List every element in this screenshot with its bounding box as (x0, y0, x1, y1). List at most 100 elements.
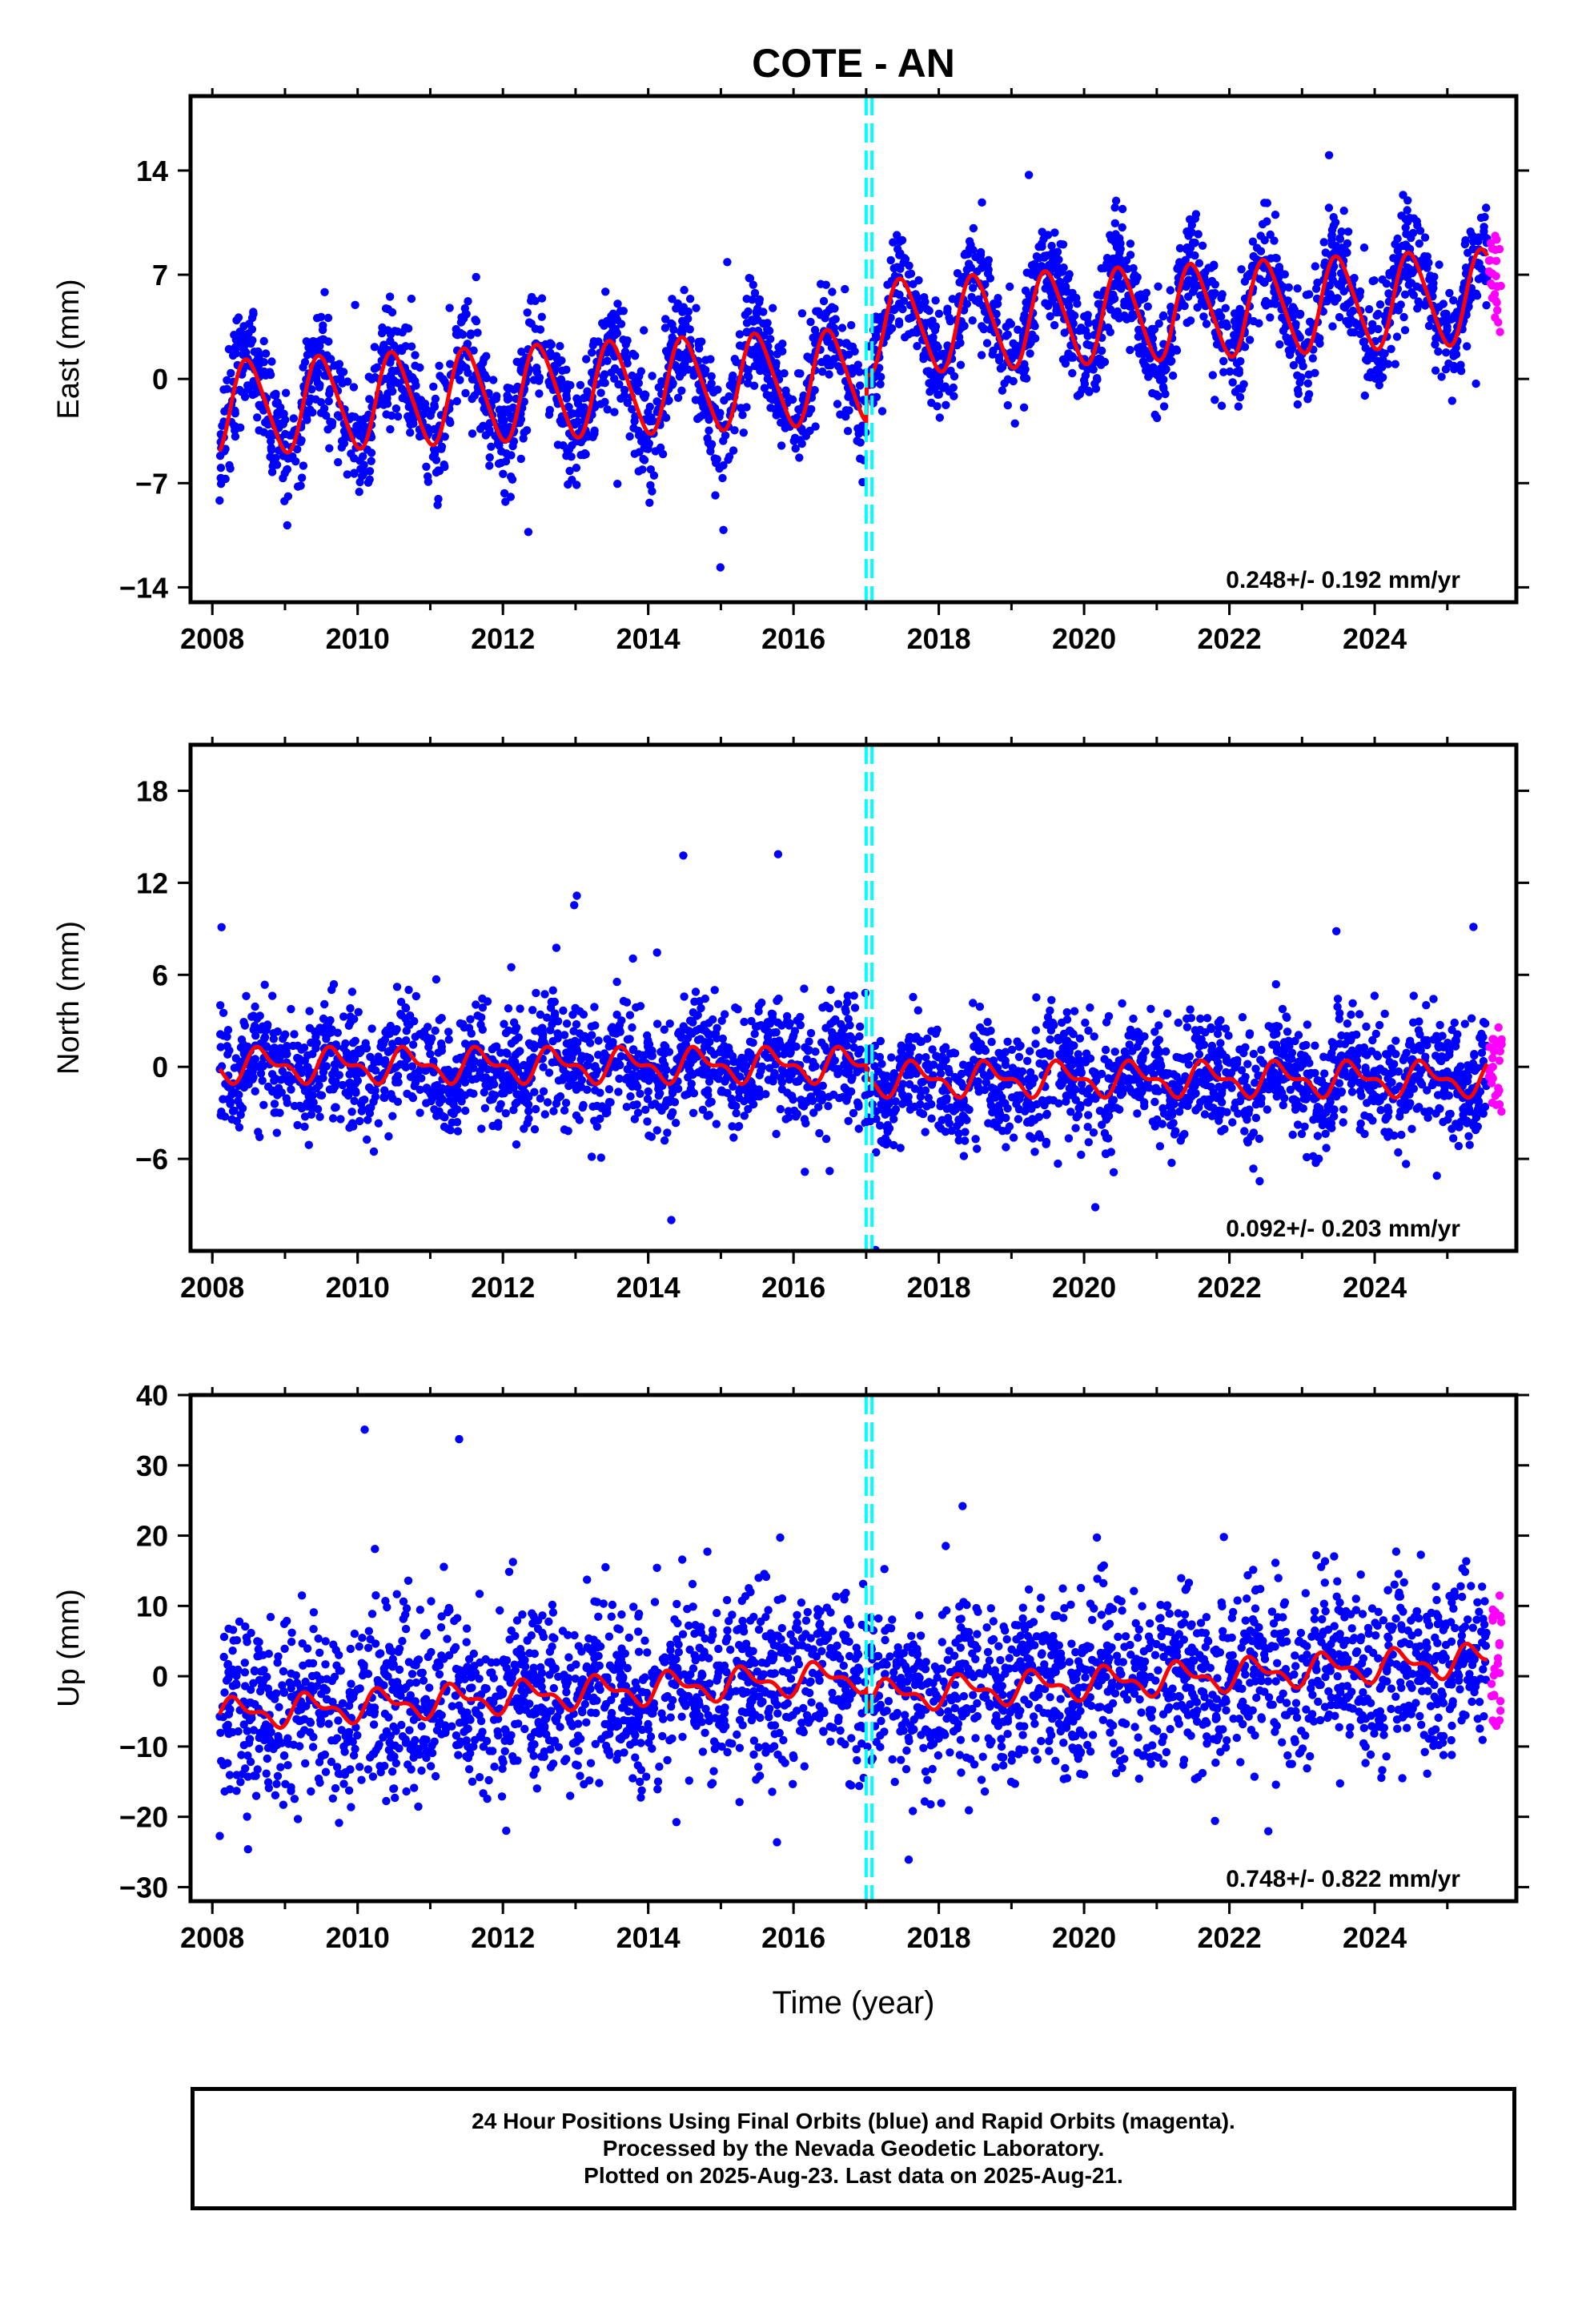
final-orbit-point (921, 1086, 930, 1095)
final-orbit-point (512, 1098, 521, 1107)
final-orbit-point (403, 1089, 412, 1099)
final-orbit-point (416, 1085, 424, 1095)
final-orbit-point (582, 355, 591, 364)
final-orbit-point (249, 309, 258, 319)
final-orbit-point (1266, 230, 1275, 239)
final-orbit-point (805, 426, 814, 436)
final-orbit-point (818, 1003, 827, 1012)
final-orbit-point (456, 1094, 464, 1104)
final-orbit-point (1181, 1072, 1190, 1081)
y-axis-label: East (mm) (52, 279, 86, 419)
final-orbit-point (1360, 1129, 1369, 1139)
final-orbit-point (1437, 1056, 1446, 1066)
final-orbit-point (1337, 227, 1346, 236)
final-orbit-point (1118, 223, 1126, 232)
final-orbit-point (1441, 309, 1450, 318)
final-orbit-point (386, 424, 395, 434)
final-orbit-point (280, 468, 289, 478)
final-orbit-point (1370, 276, 1379, 285)
final-orbit-point (387, 411, 396, 420)
final-orbit-point (1270, 236, 1279, 245)
final-orbit-point (1357, 1092, 1366, 1100)
final-orbit-point (1024, 171, 1034, 179)
final-orbit-point (562, 1019, 572, 1028)
final-orbit-point (982, 339, 992, 348)
final-orbit-point (524, 528, 533, 537)
final-orbit-point (847, 320, 856, 330)
final-orbit-point (528, 1006, 537, 1015)
final-orbit-point (1118, 999, 1126, 1008)
final-orbit-point (1469, 232, 1478, 241)
final-orbit-point (1429, 1035, 1438, 1044)
final-orbit-point (289, 414, 298, 423)
final-orbit-point (1150, 1097, 1159, 1107)
final-orbit-point (962, 265, 972, 274)
final-orbit-point (776, 1104, 785, 1114)
final-orbit-point (935, 376, 944, 386)
final-orbit-point (365, 1109, 375, 1118)
final-orbit-point (472, 272, 480, 282)
final-orbit-point (986, 1101, 996, 1110)
final-orbit-point (749, 381, 759, 390)
final-orbit-point (1191, 251, 1199, 260)
final-orbit-point (384, 1132, 393, 1141)
final-orbit-point (1391, 239, 1399, 249)
final-orbit-point (1407, 233, 1415, 243)
final-orbit-point (596, 1153, 605, 1162)
final-orbit-point (492, 1042, 501, 1051)
final-orbit-point (766, 404, 775, 412)
final-orbit-point (1062, 275, 1072, 283)
final-orbit-point (251, 1021, 259, 1031)
final-orbit-point (562, 1048, 571, 1057)
final-orbit-point (507, 451, 516, 460)
final-orbit-point (326, 417, 335, 426)
final-orbit-point (747, 1016, 756, 1026)
final-orbit-point (325, 444, 334, 452)
final-orbit-point (556, 342, 564, 351)
final-orbit-point (279, 410, 288, 419)
final-orbit-point (757, 998, 766, 1007)
final-orbit-point (1304, 390, 1314, 399)
final-orbit-point (299, 363, 307, 372)
final-orbit-point (647, 1132, 656, 1141)
final-orbit-point (355, 488, 363, 497)
final-orbit-point (634, 467, 643, 476)
final-orbit-point (845, 1031, 855, 1041)
final-orbit-point (327, 355, 335, 364)
final-orbit-point (1359, 243, 1369, 252)
final-orbit-point (1231, 388, 1240, 396)
final-orbit-point (1215, 1063, 1223, 1072)
final-orbit-point (478, 1003, 488, 1012)
final-orbit-point (725, 380, 734, 390)
final-orbit-point (259, 1100, 268, 1110)
final-orbit-point (600, 397, 609, 407)
final-orbit-point (307, 1110, 316, 1120)
final-orbit-point (693, 1035, 703, 1044)
final-orbit-point (1216, 1039, 1225, 1047)
final-orbit-point (681, 354, 690, 364)
final-orbit-point (398, 328, 407, 337)
final-orbit-point (626, 1092, 635, 1101)
final-orbit-point (216, 464, 226, 472)
final-orbit-point (819, 310, 828, 320)
final-orbit-point (855, 368, 864, 376)
final-orbit-point (1217, 312, 1226, 321)
final-orbit-point (1444, 333, 1453, 342)
final-orbit-point (1013, 1091, 1022, 1100)
final-orbit-point (648, 487, 656, 496)
final-orbit-point (692, 304, 701, 312)
final-orbit-point (272, 1128, 281, 1137)
final-orbit-point (564, 402, 573, 412)
x-tick-label: 2020 (1052, 622, 1116, 655)
final-orbit-point (844, 1116, 853, 1126)
final-orbit-point (1193, 303, 1202, 312)
final-orbit-point (1450, 362, 1459, 372)
final-orbit-point (1225, 367, 1235, 376)
final-orbit-point (777, 1021, 786, 1030)
y-tick-label: 7 (152, 259, 168, 292)
final-orbit-point (735, 1088, 744, 1096)
final-orbit-point (1084, 1026, 1093, 1035)
final-orbit-point (1262, 301, 1271, 310)
final-orbit-point (500, 489, 509, 498)
final-orbit-point (661, 315, 670, 324)
